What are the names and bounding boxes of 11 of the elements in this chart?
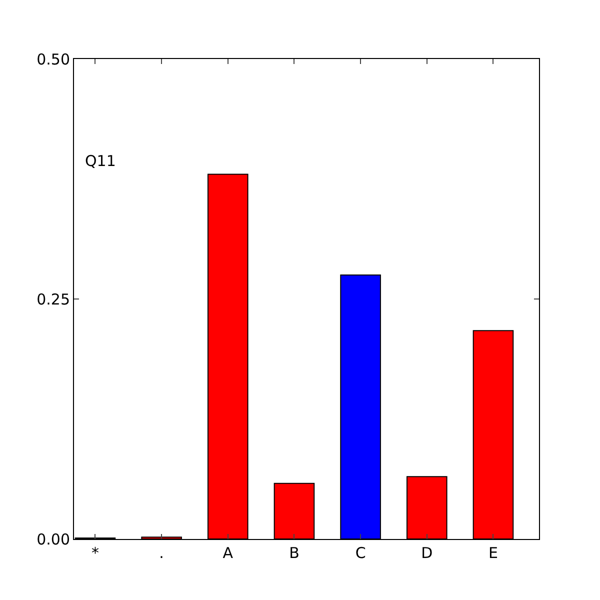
x-tick-label: . xyxy=(159,544,164,562)
y-tick-label: 0.50 xyxy=(36,50,70,68)
y-tick-label: 0.25 xyxy=(36,290,70,308)
x-tick-label: * xyxy=(91,544,100,562)
x-tick-label: C xyxy=(355,544,366,562)
x-tick-label: B xyxy=(289,544,300,562)
x-tick-label: A xyxy=(222,544,234,562)
x-tick-label: E xyxy=(488,544,498,562)
annotation: Q11 xyxy=(85,152,116,170)
x-tick-label: D xyxy=(421,544,433,562)
y-tick-label: 0.00 xyxy=(36,530,70,548)
